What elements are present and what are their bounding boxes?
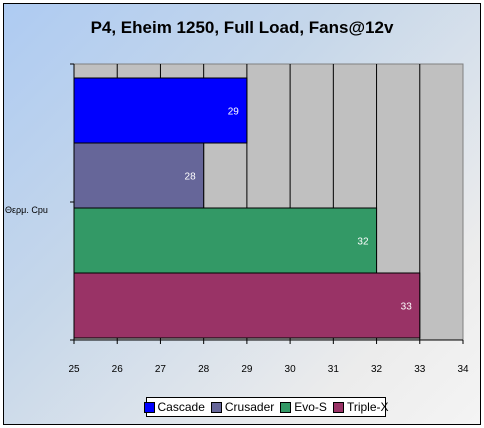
legend-swatch xyxy=(280,401,292,413)
legend-swatch xyxy=(332,401,344,413)
legend-item-cascade: Cascade xyxy=(143,400,205,414)
x-tick-label: 32 xyxy=(371,364,383,375)
bar-triple-x xyxy=(73,272,421,339)
data-label: 33 xyxy=(401,302,413,313)
x-tick-label: 34 xyxy=(457,364,469,375)
legend-swatch xyxy=(143,401,155,413)
legend: Cascade Crusader Evo-S Triple-X xyxy=(143,397,389,417)
x-tick-label: 31 xyxy=(328,364,340,375)
data-label: 28 xyxy=(185,172,197,183)
category-label: Θερμ. Cpu xyxy=(5,205,48,215)
bar-evo-s xyxy=(73,207,378,274)
x-tick-label: 30 xyxy=(285,364,297,375)
legend-label: Cascade xyxy=(157,400,205,414)
chart-title: P4, Eheim 1250, Full Load, Fans@12v xyxy=(90,18,394,37)
legend-label: Crusader xyxy=(224,400,275,414)
x-tick-label: 33 xyxy=(414,364,426,375)
bar-crusader xyxy=(73,142,205,209)
data-label: 32 xyxy=(357,237,369,248)
plot-area: 25 26 27 28 29 30 31 32 33 34 29 28 32 33 xyxy=(68,63,469,375)
legend-swatch xyxy=(210,401,222,413)
x-tick-label: 28 xyxy=(198,364,210,375)
legend-label: Evo-S xyxy=(294,400,327,414)
chart-frame: P4, Eheim 1250, Full Load, Fans@12v 25 26… xyxy=(3,3,481,425)
x-tick-label: 26 xyxy=(112,364,124,375)
legend-item-triple-x: Triple-X xyxy=(332,400,389,414)
x-tick-label: 29 xyxy=(241,364,253,375)
legend-item-evo-s: Evo-S xyxy=(280,400,327,414)
legend-item-crusader: Crusader xyxy=(210,400,275,414)
bar-cascade xyxy=(73,77,248,144)
data-label: 29 xyxy=(228,107,240,118)
legend-label: Triple-X xyxy=(346,400,389,414)
x-tick-label: 25 xyxy=(68,364,80,375)
x-tick-label: 27 xyxy=(155,364,167,375)
